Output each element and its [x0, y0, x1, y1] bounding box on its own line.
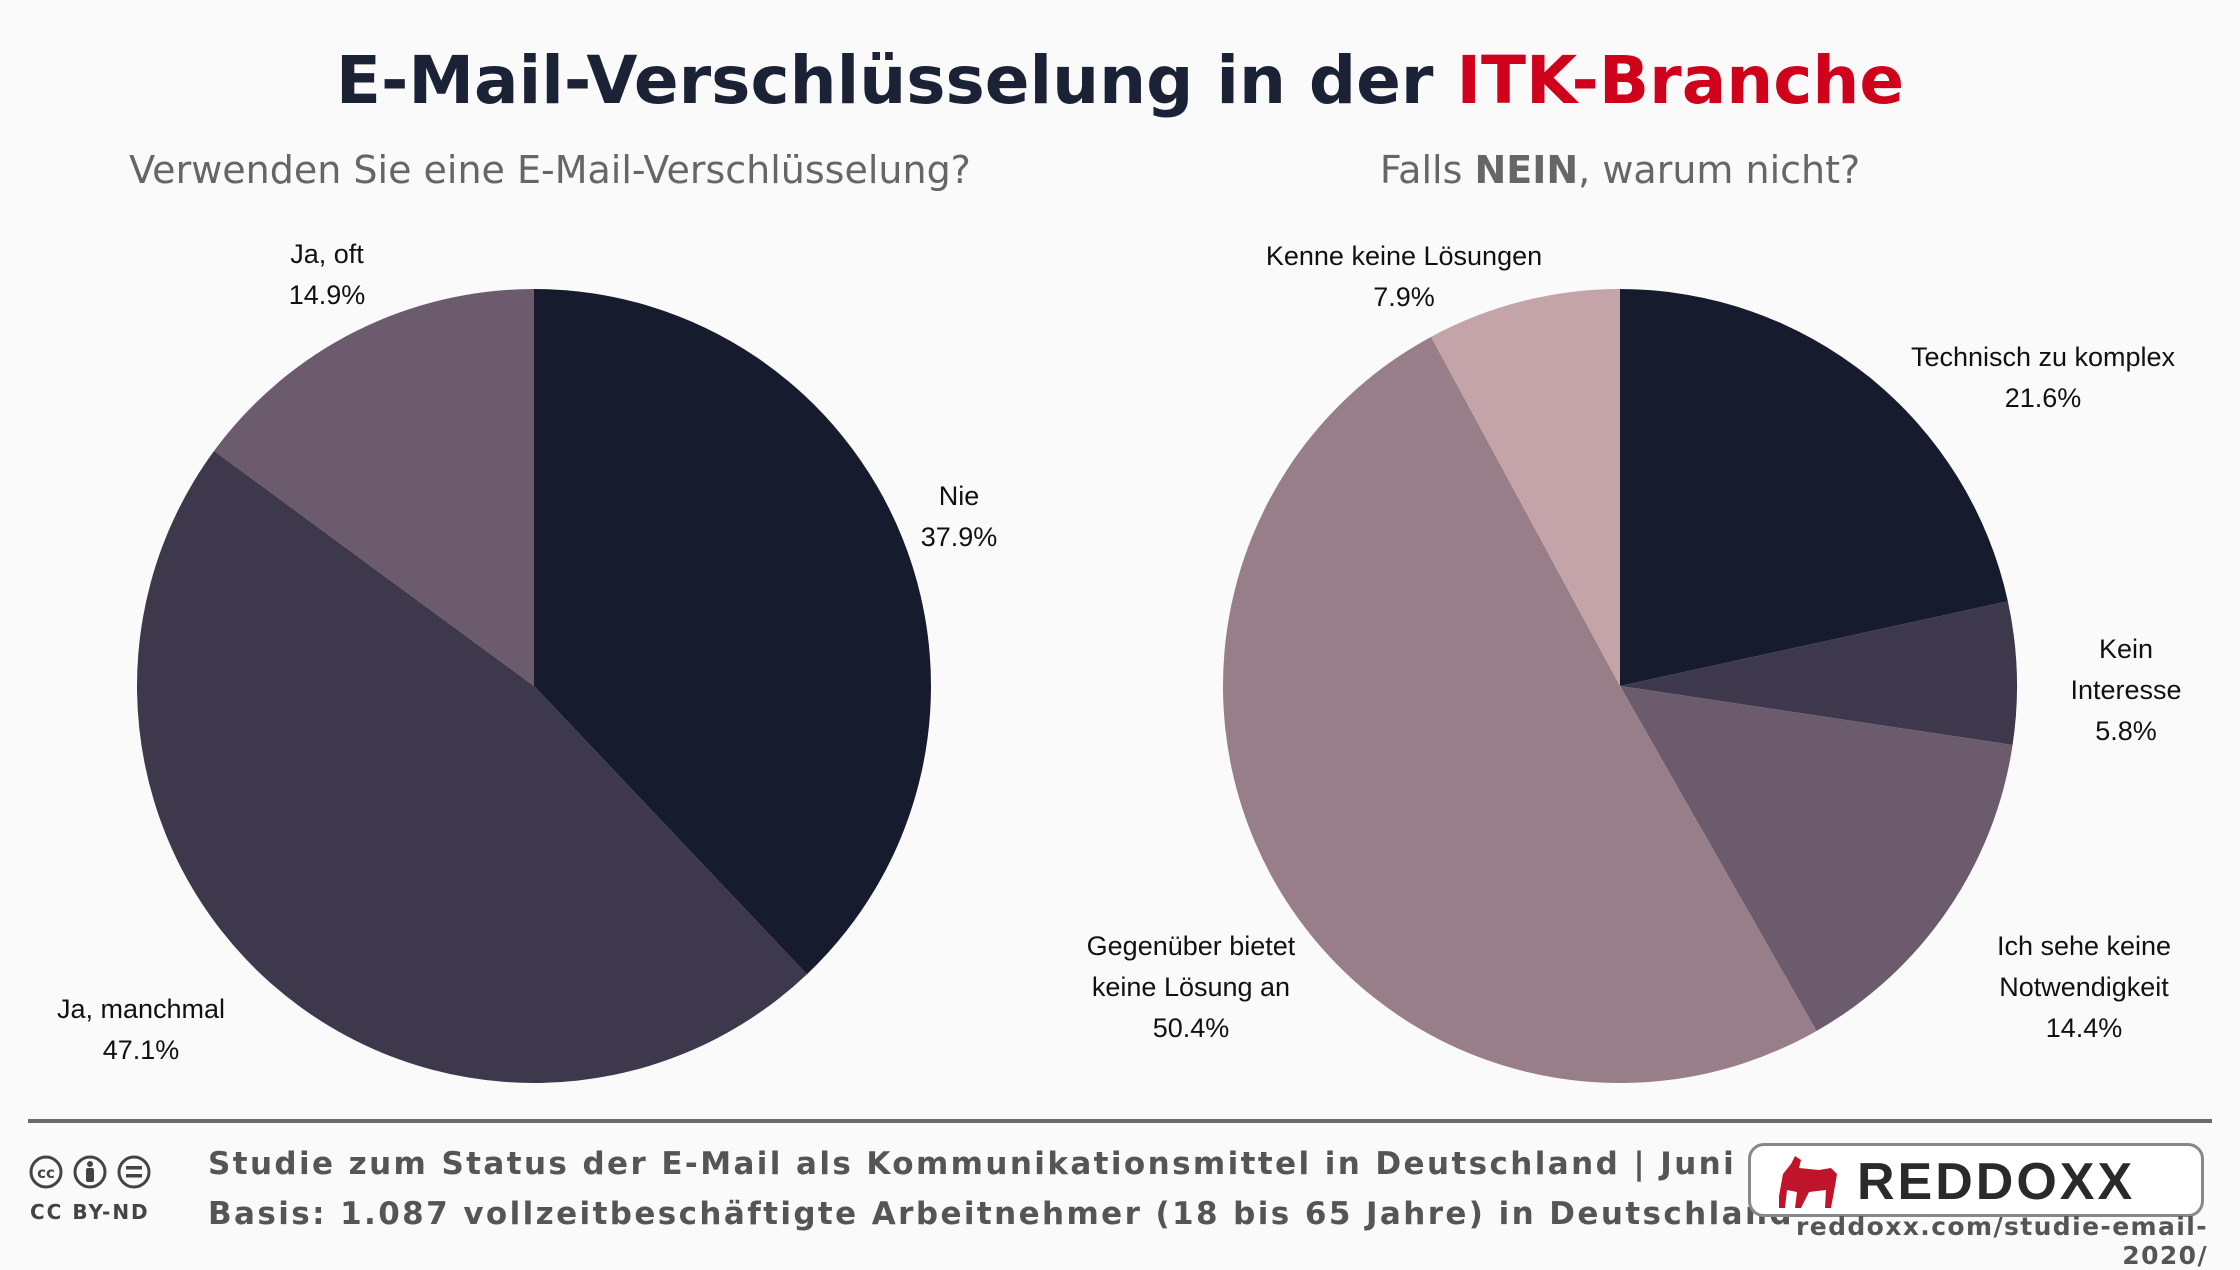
dog-icon: [1779, 1156, 1837, 1208]
slice-label-value: 5.8%: [2095, 716, 2157, 746]
license-text: CC BY-ND: [30, 1200, 150, 1224]
pie-slice: [1620, 686, 2013, 1031]
footer-study: Studie zum Status der E-Mail als Kommuni…: [208, 1146, 1846, 1182]
pie-slice: [136, 450, 807, 1083]
slice-label: Kenne keine Lösungen 7.9%: [1266, 241, 1542, 312]
slice-label-name: Ja, manchmal: [57, 994, 225, 1024]
slice-label: Ich sehe keine Notwendigkeit 14.4%: [1997, 931, 2171, 1043]
slice-label-name: Interesse: [2070, 675, 2181, 705]
slice-label: Ja, oft 14.9%: [289, 239, 366, 310]
license-icons: cc: [28, 1154, 158, 1198]
chart-right-title: Falls NEIN, warum nicht?: [1180, 148, 2060, 192]
chart-right-title-part3: , warum nicht?: [1578, 148, 1861, 192]
slice-label-name: Nie: [939, 481, 980, 511]
logo-text: REDDOXX: [1857, 1153, 2136, 1211]
slice-label: Ja, manchmal 47.1%: [57, 994, 225, 1065]
slice-label-value: 7.9%: [1373, 282, 1435, 312]
by-icon: [73, 1155, 107, 1189]
slice-label-name: Kein: [2099, 634, 2153, 664]
slice-label: Technisch zu komplex 21.6%: [1911, 342, 2176, 413]
chart-right-title-part2: NEIN: [1474, 148, 1579, 192]
pie-slice: [1222, 336, 1817, 1084]
pie-slice: [214, 289, 535, 686]
title-highlight: ITK-Branche: [1456, 42, 1905, 119]
slice-label: Gegenüber bietet keine Lösung an 50.4%: [1087, 931, 1296, 1043]
logo-url[interactable]: reddoxx.com/studie-email-2020/: [1796, 1212, 2208, 1270]
chart-right-title-part1: Falls: [1379, 148, 1475, 192]
nd-icon: [117, 1155, 151, 1189]
slice-label-name: Notwendigkeit: [1999, 972, 2169, 1002]
svg-text:cc: cc: [37, 1164, 55, 1182]
slice-label-value: 50.4%: [1153, 1013, 1230, 1043]
slice-label-name: Kenne keine Lösungen: [1266, 241, 1542, 271]
pie-slice: [1620, 289, 2008, 686]
cc-icon: cc: [29, 1155, 63, 1189]
slice-label-name: Ja, oft: [290, 239, 364, 269]
title-prefix: E-Mail-Verschlüsselung in der: [335, 42, 1457, 119]
slice-label-value: 14.4%: [2046, 1013, 2123, 1043]
slice-label-name: Gegenüber bietet: [1087, 931, 1296, 961]
pie-slice: [534, 289, 932, 975]
reddoxx-logo[interactable]: REDDOXX: [1748, 1143, 2204, 1217]
page-title: E-Mail-Verschlüsselung in der ITK-Branch…: [0, 42, 2240, 119]
pie-charts: Nie 37.9% Ja, manchmal 47.1% Ja, oft 14.9% Tec…: [57, 239, 2182, 1084]
slice-label-name: Technisch zu komplex: [1911, 342, 2176, 372]
slice-label-name: Ich sehe keine: [1997, 931, 2171, 961]
slice-label-value: 21.6%: [2005, 383, 2082, 413]
slice-label-name: keine Lösung an: [1092, 972, 1290, 1002]
footer-divider: [28, 1119, 2212, 1123]
slice-label-value: 14.9%: [289, 280, 366, 310]
pie-slice: [1431, 289, 1620, 686]
pie-slice: [1620, 601, 2018, 745]
slice-label-value: 47.1%: [103, 1035, 180, 1065]
footer-basis: Basis: 1.087 vollzeitbeschäftigte Arbeit…: [208, 1196, 1795, 1232]
slice-label-value: 37.9%: [921, 522, 998, 552]
slice-label: Nie 37.9%: [921, 481, 998, 552]
slice-label: Kein Interesse 5.8%: [2070, 634, 2181, 746]
chart-left-title: Verwenden Sie eine E-Mail-Verschlüsselun…: [129, 148, 971, 192]
